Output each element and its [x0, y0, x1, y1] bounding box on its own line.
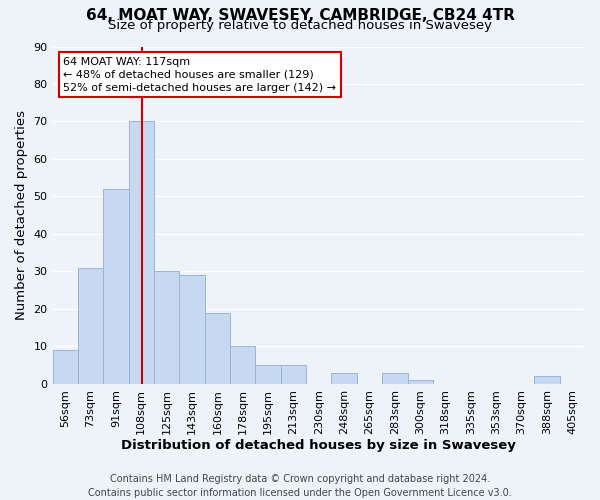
Bar	[78, 268, 103, 384]
Bar	[128, 122, 154, 384]
Bar	[534, 376, 560, 384]
Bar	[382, 372, 407, 384]
Bar	[407, 380, 433, 384]
Bar	[154, 272, 179, 384]
Y-axis label: Number of detached properties: Number of detached properties	[15, 110, 28, 320]
Bar	[281, 365, 306, 384]
Text: 64 MOAT WAY: 117sqm
← 48% of detached houses are smaller (129)
52% of semi-detac: 64 MOAT WAY: 117sqm ← 48% of detached ho…	[63, 56, 336, 93]
Bar	[205, 312, 230, 384]
Text: Size of property relative to detached houses in Swavesey: Size of property relative to detached ho…	[108, 19, 492, 32]
Text: Contains HM Land Registry data © Crown copyright and database right 2024.
Contai: Contains HM Land Registry data © Crown c…	[88, 474, 512, 498]
Bar	[230, 346, 256, 384]
Bar	[256, 365, 281, 384]
X-axis label: Distribution of detached houses by size in Swavesey: Distribution of detached houses by size …	[121, 440, 516, 452]
Bar	[103, 189, 128, 384]
Text: 64, MOAT WAY, SWAVESEY, CAMBRIDGE, CB24 4TR: 64, MOAT WAY, SWAVESEY, CAMBRIDGE, CB24 …	[86, 8, 515, 22]
Bar	[331, 372, 357, 384]
Bar	[53, 350, 78, 384]
Bar	[179, 275, 205, 384]
